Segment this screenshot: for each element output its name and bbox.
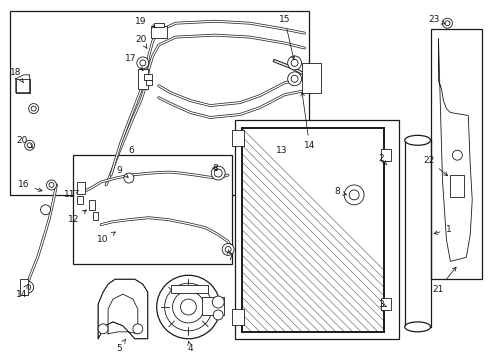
Circle shape [222,243,234,255]
Text: 8: 8 [212,163,218,172]
Circle shape [451,150,461,160]
Bar [170,285,208,293]
Circle shape [123,173,134,183]
Circle shape [25,284,31,290]
Bar [380,298,390,310]
Text: 21: 21 [432,267,455,294]
Bar [150,26,166,38]
Text: 3: 3 [377,300,386,309]
Bar [93,212,98,220]
Circle shape [49,183,54,188]
Circle shape [41,205,50,215]
Text: 23: 23 [428,15,445,24]
Circle shape [211,166,224,180]
Bar [77,182,85,194]
Text: 4: 4 [187,341,193,353]
Text: 5: 5 [116,339,125,353]
Bar [449,175,463,197]
Text: 6: 6 [128,146,134,155]
Circle shape [27,143,32,148]
Text: 18: 18 [10,68,23,82]
Bar [20,279,28,295]
Circle shape [224,247,231,252]
Text: 15: 15 [278,15,294,59]
Bar [153,23,163,27]
Circle shape [172,291,204,323]
Text: 14: 14 [300,92,315,150]
Bar [89,200,95,210]
Circle shape [156,275,220,339]
Text: 20: 20 [135,35,147,49]
Bar [301,63,321,93]
Circle shape [29,104,39,113]
Bar [235,121,398,339]
Text: 9: 9 [116,166,128,177]
Bar [16,79,30,93]
Circle shape [290,75,298,82]
Circle shape [290,59,298,66]
Circle shape [287,56,301,70]
Bar [145,80,151,85]
Circle shape [98,324,108,334]
Text: 14: 14 [16,284,27,298]
Circle shape [25,140,35,150]
Bar [232,309,244,325]
Circle shape [31,106,36,111]
Circle shape [442,18,451,28]
Circle shape [180,299,196,315]
Circle shape [212,296,224,308]
Bar [232,130,244,146]
Bar [429,29,481,279]
Text: 20: 20 [16,136,33,148]
Text: 11: 11 [63,190,79,199]
Text: 1: 1 [433,225,450,234]
Circle shape [140,60,145,66]
Ellipse shape [404,322,429,332]
Bar [202,297,224,315]
Circle shape [287,72,301,86]
Circle shape [46,180,56,190]
Circle shape [21,281,34,293]
Text: 8: 8 [334,188,346,197]
Circle shape [214,169,222,177]
Text: 17: 17 [125,54,143,70]
Circle shape [164,283,212,331]
Text: 19: 19 [135,17,155,28]
Circle shape [137,57,148,69]
Circle shape [213,310,223,320]
Bar [143,74,151,80]
Text: 22: 22 [422,156,447,176]
Text: 10: 10 [97,232,115,244]
Text: 7: 7 [227,250,232,262]
Bar [77,196,83,204]
Circle shape [444,21,449,26]
Text: 12: 12 [67,210,86,224]
Circle shape [133,324,142,334]
Bar [380,149,390,161]
Text: 2: 2 [377,154,386,165]
Bar [138,69,147,89]
Circle shape [348,190,358,200]
Bar [73,155,232,264]
Polygon shape [98,279,147,339]
Circle shape [344,185,364,205]
Ellipse shape [404,135,429,145]
Text: 16: 16 [18,180,42,192]
Text: 13: 13 [275,146,287,155]
Bar [10,11,309,195]
